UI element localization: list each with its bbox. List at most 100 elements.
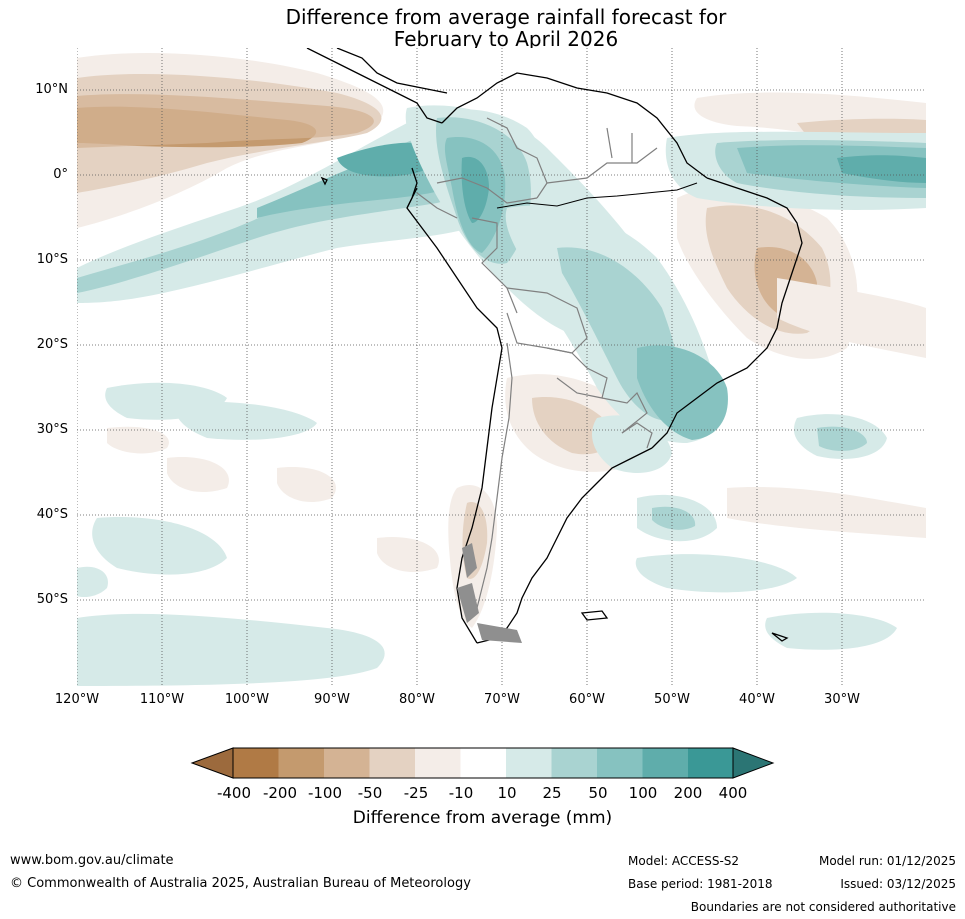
footer-base-period: Base period: 1981-2018 [628, 877, 773, 891]
colorbar-tick: -25 [403, 784, 429, 802]
patagonia-island-2 [457, 583, 479, 623]
border-peru-brazil [471, 217, 518, 314]
wet-anomaly-regions [77, 105, 926, 686]
border-guianas [606, 127, 633, 163]
coastlines [306, 48, 803, 644]
coastline-south-georgia [771, 632, 789, 642]
wet-region-amazon-core [461, 156, 489, 223]
colorbar-tick: -10 [448, 784, 474, 802]
coastline-ecuador [406, 167, 418, 209]
coastline-brazil-east [651, 177, 803, 449]
lon-label-70w: 70°W [484, 692, 520, 707]
footer-website: www.bom.gov.au/climate [10, 853, 174, 868]
country-borders [416, 117, 658, 609]
footer-issued: Issued: 03/12/2025 [840, 877, 956, 891]
wet-region-south-pacific-3 [92, 517, 228, 575]
coastline-argentina-east [476, 447, 653, 644]
colorbar-extend-wet [732, 747, 775, 779]
colorbar-tick: -200 [262, 784, 298, 802]
colorbar-bin-wet-200 [688, 748, 733, 778]
wet-region-pacific-equatorial-core [337, 142, 440, 177]
dry-region-pacific-east [277, 467, 336, 503]
colorbar-tick: 25 [542, 784, 562, 802]
footer-model: Model: ACCESS-S2 [628, 854, 740, 868]
amazon-river [496, 182, 698, 209]
border-uruguay [621, 422, 653, 449]
lon-label-30w: 30°W [824, 692, 860, 707]
lat-label-10s: 10°S [36, 252, 68, 267]
lat-label-0: 0° [53, 167, 68, 182]
lat-label-10n: 10°N [35, 82, 68, 97]
colorbar-bin-dry-50 [324, 748, 370, 778]
gridlines [77, 48, 926, 686]
dry-region-south-pacific-3 [377, 537, 439, 573]
wet-region-south-brazil [637, 345, 728, 440]
lon-label-120w: 120°W [54, 692, 100, 707]
border-colombia-venezuela [486, 117, 548, 199]
colorbar-bin-dry-10 [415, 748, 461, 778]
wet-region-south-pacific-4 [77, 613, 385, 686]
colorbar-tick: 50 [588, 784, 608, 802]
dry-region-atlantic-south [727, 487, 926, 538]
footer-model-run: Model run: 01/12/2025 [818, 854, 956, 868]
colorbar-bin-wet-100 [642, 748, 688, 778]
border-argentina-brazil [601, 391, 648, 434]
coastline-falklands [580, 610, 609, 621]
colorbar-tick: 200 [673, 784, 703, 802]
coastline-caribbean-north [336, 48, 448, 94]
rivers [496, 182, 698, 209]
border-colombia-peru [436, 177, 538, 204]
lon-label-40w: 40°W [739, 692, 775, 707]
dry-region-south-pacific [107, 426, 169, 454]
dry-region-north-pacific-mid [77, 94, 374, 148]
lon-label-90w: 90°W [314, 692, 350, 707]
colorbar-bin-wet-25 [551, 748, 597, 778]
lat-label-30s: 30°S [36, 422, 68, 437]
colorbar-tick: -400 [216, 784, 252, 802]
dry-region-south-pacific-2 [167, 457, 229, 493]
lon-label-80w: 80°W [399, 692, 435, 707]
footer-copyright: © Commonwealth of Australia 2025, Austra… [10, 876, 471, 891]
lon-label-50w: 50°W [654, 692, 690, 707]
patagonia-island-1 [462, 543, 477, 578]
border-paraguay [546, 347, 608, 399]
border-bolivia [506, 287, 588, 354]
coastline-south-america-north [441, 72, 708, 179]
lat-label-50s: 50°S [36, 592, 68, 607]
colorbar-tick: -100 [307, 784, 343, 802]
tierra-del-fuego [477, 623, 522, 643]
coastline-galapagos [320, 176, 328, 186]
coastline-central-america [306, 48, 443, 124]
patagonia-islands [457, 543, 522, 643]
rainfall-anomaly-map [77, 48, 926, 686]
colorbar-title: Difference from average (mm) [352, 808, 613, 828]
wet-region-pacific-southwest [77, 566, 108, 598]
colorbar-bin-neutral [460, 748, 506, 778]
lat-label-20s: 20°S [36, 337, 68, 352]
footer-disclaimer: Boundaries are not considered authoritat… [690, 900, 956, 914]
colorbar-tick: -50 [357, 784, 383, 802]
colorbar-tick: 10 [497, 784, 517, 802]
dry-region-south-atlantic-east [777, 278, 926, 358]
coastline-chile-pacific [406, 187, 503, 644]
colorbar-tick: 100 [628, 784, 658, 802]
wet-region-atlantic-equatorial-core [837, 155, 926, 183]
chart-title-line-2: February to April 2026 [393, 27, 619, 51]
colorbar-tick: 400 [718, 784, 748, 802]
lon-label-100w: 100°W [224, 692, 270, 707]
border-venezuela-brazil [546, 147, 658, 184]
colorbar-bin-wet-50 [597, 748, 643, 778]
colorbar [190, 747, 775, 779]
colorbar-extend-dry [190, 747, 234, 779]
colorbar-bin-dry-100 [278, 748, 324, 778]
colorbar-outline [232, 747, 734, 779]
border-ecuador-peru [416, 192, 458, 219]
lon-label-110w: 110°W [139, 692, 185, 707]
chart-title-line-1: Difference from average rainfall forecas… [285, 5, 727, 29]
lat-label-40s: 40°S [36, 507, 68, 522]
wet-region-east-atlantic-south [765, 612, 897, 650]
colorbar-bin-dry-200 [233, 748, 279, 778]
wet-region-south-atlantic-3-inner [652, 506, 696, 530]
border-chile-argentina [476, 342, 513, 609]
lon-label-60w: 60°W [569, 692, 605, 707]
